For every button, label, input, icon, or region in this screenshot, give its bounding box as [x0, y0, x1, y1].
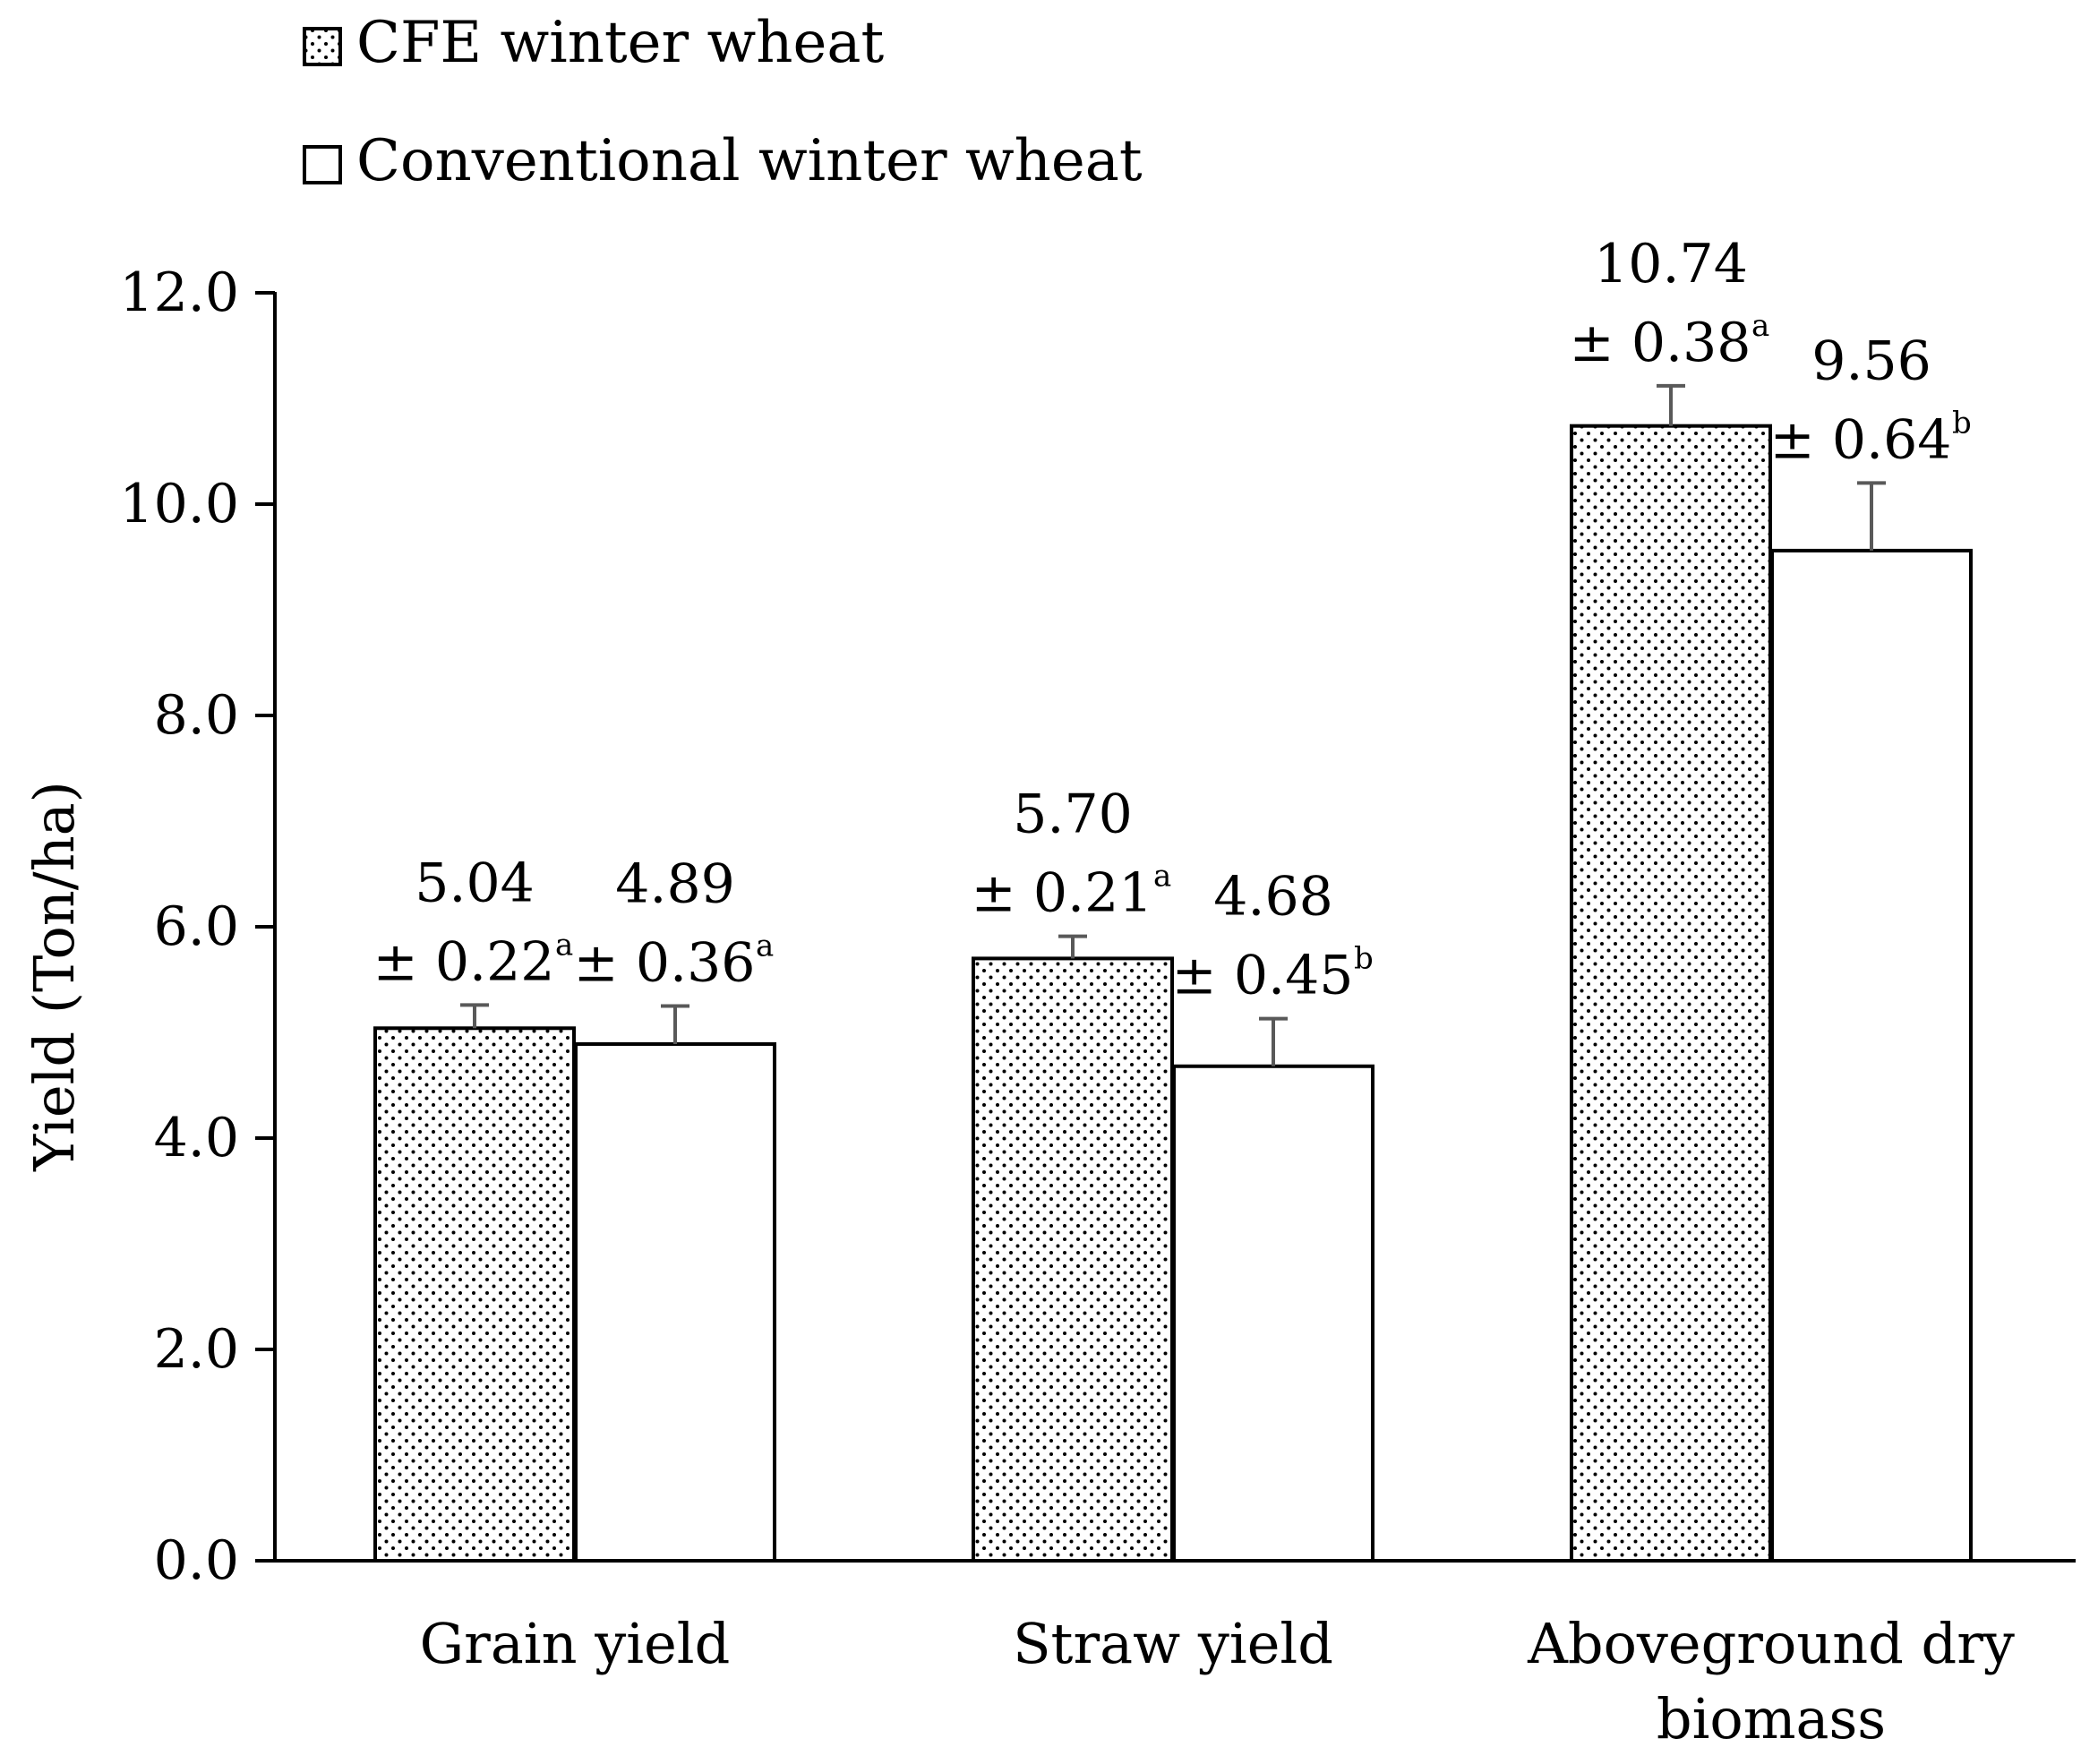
- legend-swatch-conventional: [303, 145, 342, 184]
- value-label: 5.04: [415, 852, 535, 914]
- legend-label-cfe: CFE winter wheat: [356, 10, 884, 76]
- bar: [1770, 548, 1973, 1563]
- data-labels: 5.04± 0.22 a4.89± 0.36 a5.70± 0.21 a 4.68± 0…: [373, 233, 1972, 1007]
- x-category-label: biomass: [1657, 1686, 1886, 1751]
- error-label: ± 0.38: [1570, 312, 1751, 374]
- y-tick-label: 2.0: [154, 1318, 239, 1381]
- y-tick-label: 6.0: [154, 895, 239, 958]
- significance-letter: a: [1153, 859, 1171, 895]
- y-axis-ticks: 0.0 2.0 4.0 6.0 8.0 10.0 12.0: [119, 261, 275, 1592]
- error-label: ± 0.36: [574, 932, 756, 995]
- legend-swatch-cfe: [303, 27, 342, 66]
- x-category-label: Aboveground dry: [1527, 1611, 2015, 1676]
- y-tick-label: 0.0: [154, 1529, 239, 1592]
- error-label: ± 0.45: [1172, 945, 1354, 1007]
- significance-letter: b: [1952, 405, 1972, 441]
- bar: [972, 956, 1174, 1563]
- significance-letter: b: [1354, 941, 1374, 977]
- y-tick-label: 10.0: [119, 473, 239, 535]
- error-bars: [460, 383, 1886, 1066]
- bar: [574, 1041, 776, 1563]
- bar: [373, 1026, 576, 1563]
- bar: [1172, 1064, 1374, 1563]
- value-label: 4.68: [1213, 866, 1333, 929]
- legend-label-conventional: Conventional winter wheat: [356, 128, 1143, 194]
- y-tick-label: 4.0: [154, 1107, 239, 1169]
- significance-letter: a: [1751, 308, 1769, 344]
- legend-item-conventional: Conventional winter wheat: [303, 128, 1143, 194]
- significance-letter: a: [555, 927, 573, 963]
- x-axis-category-labels: Grain yield Straw yield Aboveground dry bio…: [420, 1611, 2015, 1751]
- legend: CFE winter wheat Conventional winter whe…: [303, 10, 1143, 194]
- y-axis-title: Yield (Ton/ha): [21, 781, 87, 1172]
- value-label: 10.74: [1594, 233, 1748, 295]
- y-tick-label: 12.0: [119, 261, 239, 324]
- error-label: ± 0.22: [373, 930, 555, 993]
- error-label: ± 0.64: [1770, 408, 1952, 471]
- error-label: ± 0.21: [972, 862, 1153, 925]
- y-tick-label: 8.0: [154, 684, 239, 747]
- bar: [1570, 424, 1772, 1563]
- x-category-label: Straw yield: [1013, 1611, 1333, 1676]
- x-category-label: Grain yield: [420, 1611, 731, 1676]
- bars: [373, 424, 1973, 1563]
- significance-letter: a: [756, 929, 774, 964]
- value-label: 9.56: [1811, 330, 1931, 392]
- value-label: 5.70: [1013, 784, 1133, 846]
- legend-item-cfe: CFE winter wheat: [303, 10, 884, 76]
- value-label: 4.89: [615, 853, 735, 916]
